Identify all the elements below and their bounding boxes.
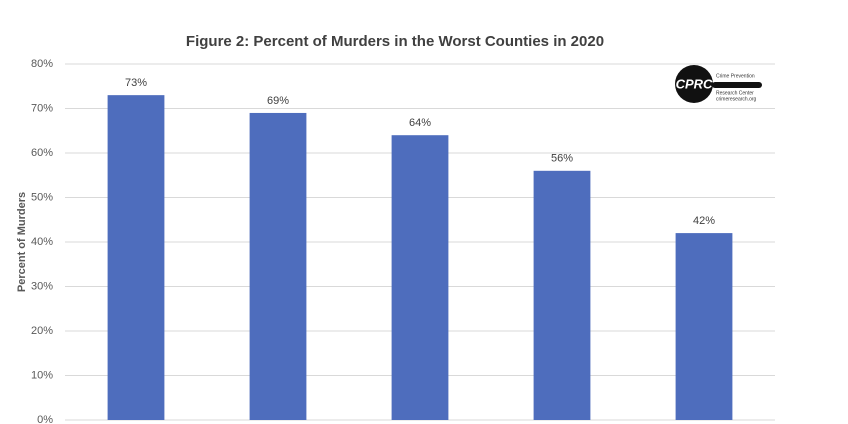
bar [675,233,733,420]
value-label: 42% [693,215,715,227]
bar [249,112,307,420]
logo-text: Crime Prevention [716,73,755,79]
value-label: 69% [267,95,289,107]
logo: CPRC Crime Prevention Research Center cr… [675,65,762,103]
y-tick-label: 10% [31,369,53,381]
logo-mark: CPRC [676,76,713,91]
y-tick-label: 20% [31,325,53,337]
bar [107,95,165,421]
value-label: 73% [125,77,147,89]
y-axis-label: Percent of Murders [16,192,28,292]
y-tick-label: 80% [31,58,53,70]
y-tick-label: 50% [31,191,53,203]
bar [391,135,449,420]
logo-text: crimeresearch.org [716,96,757,102]
logo-text: Research Center [716,90,754,96]
value-label: 64% [409,117,431,129]
y-tick-label: 40% [31,236,53,248]
chart-title: Figure 2: Percent of Murders in the Wors… [186,33,604,50]
logo-bar [712,82,762,88]
logo-badge [675,65,713,103]
value-label: 56% [551,153,573,165]
y-tick-label: 60% [31,147,53,159]
y-tick-label: 30% [31,280,53,292]
y-tick-label: 70% [31,102,53,114]
y-tick-label: 0% [37,414,53,424]
bar [533,170,591,420]
